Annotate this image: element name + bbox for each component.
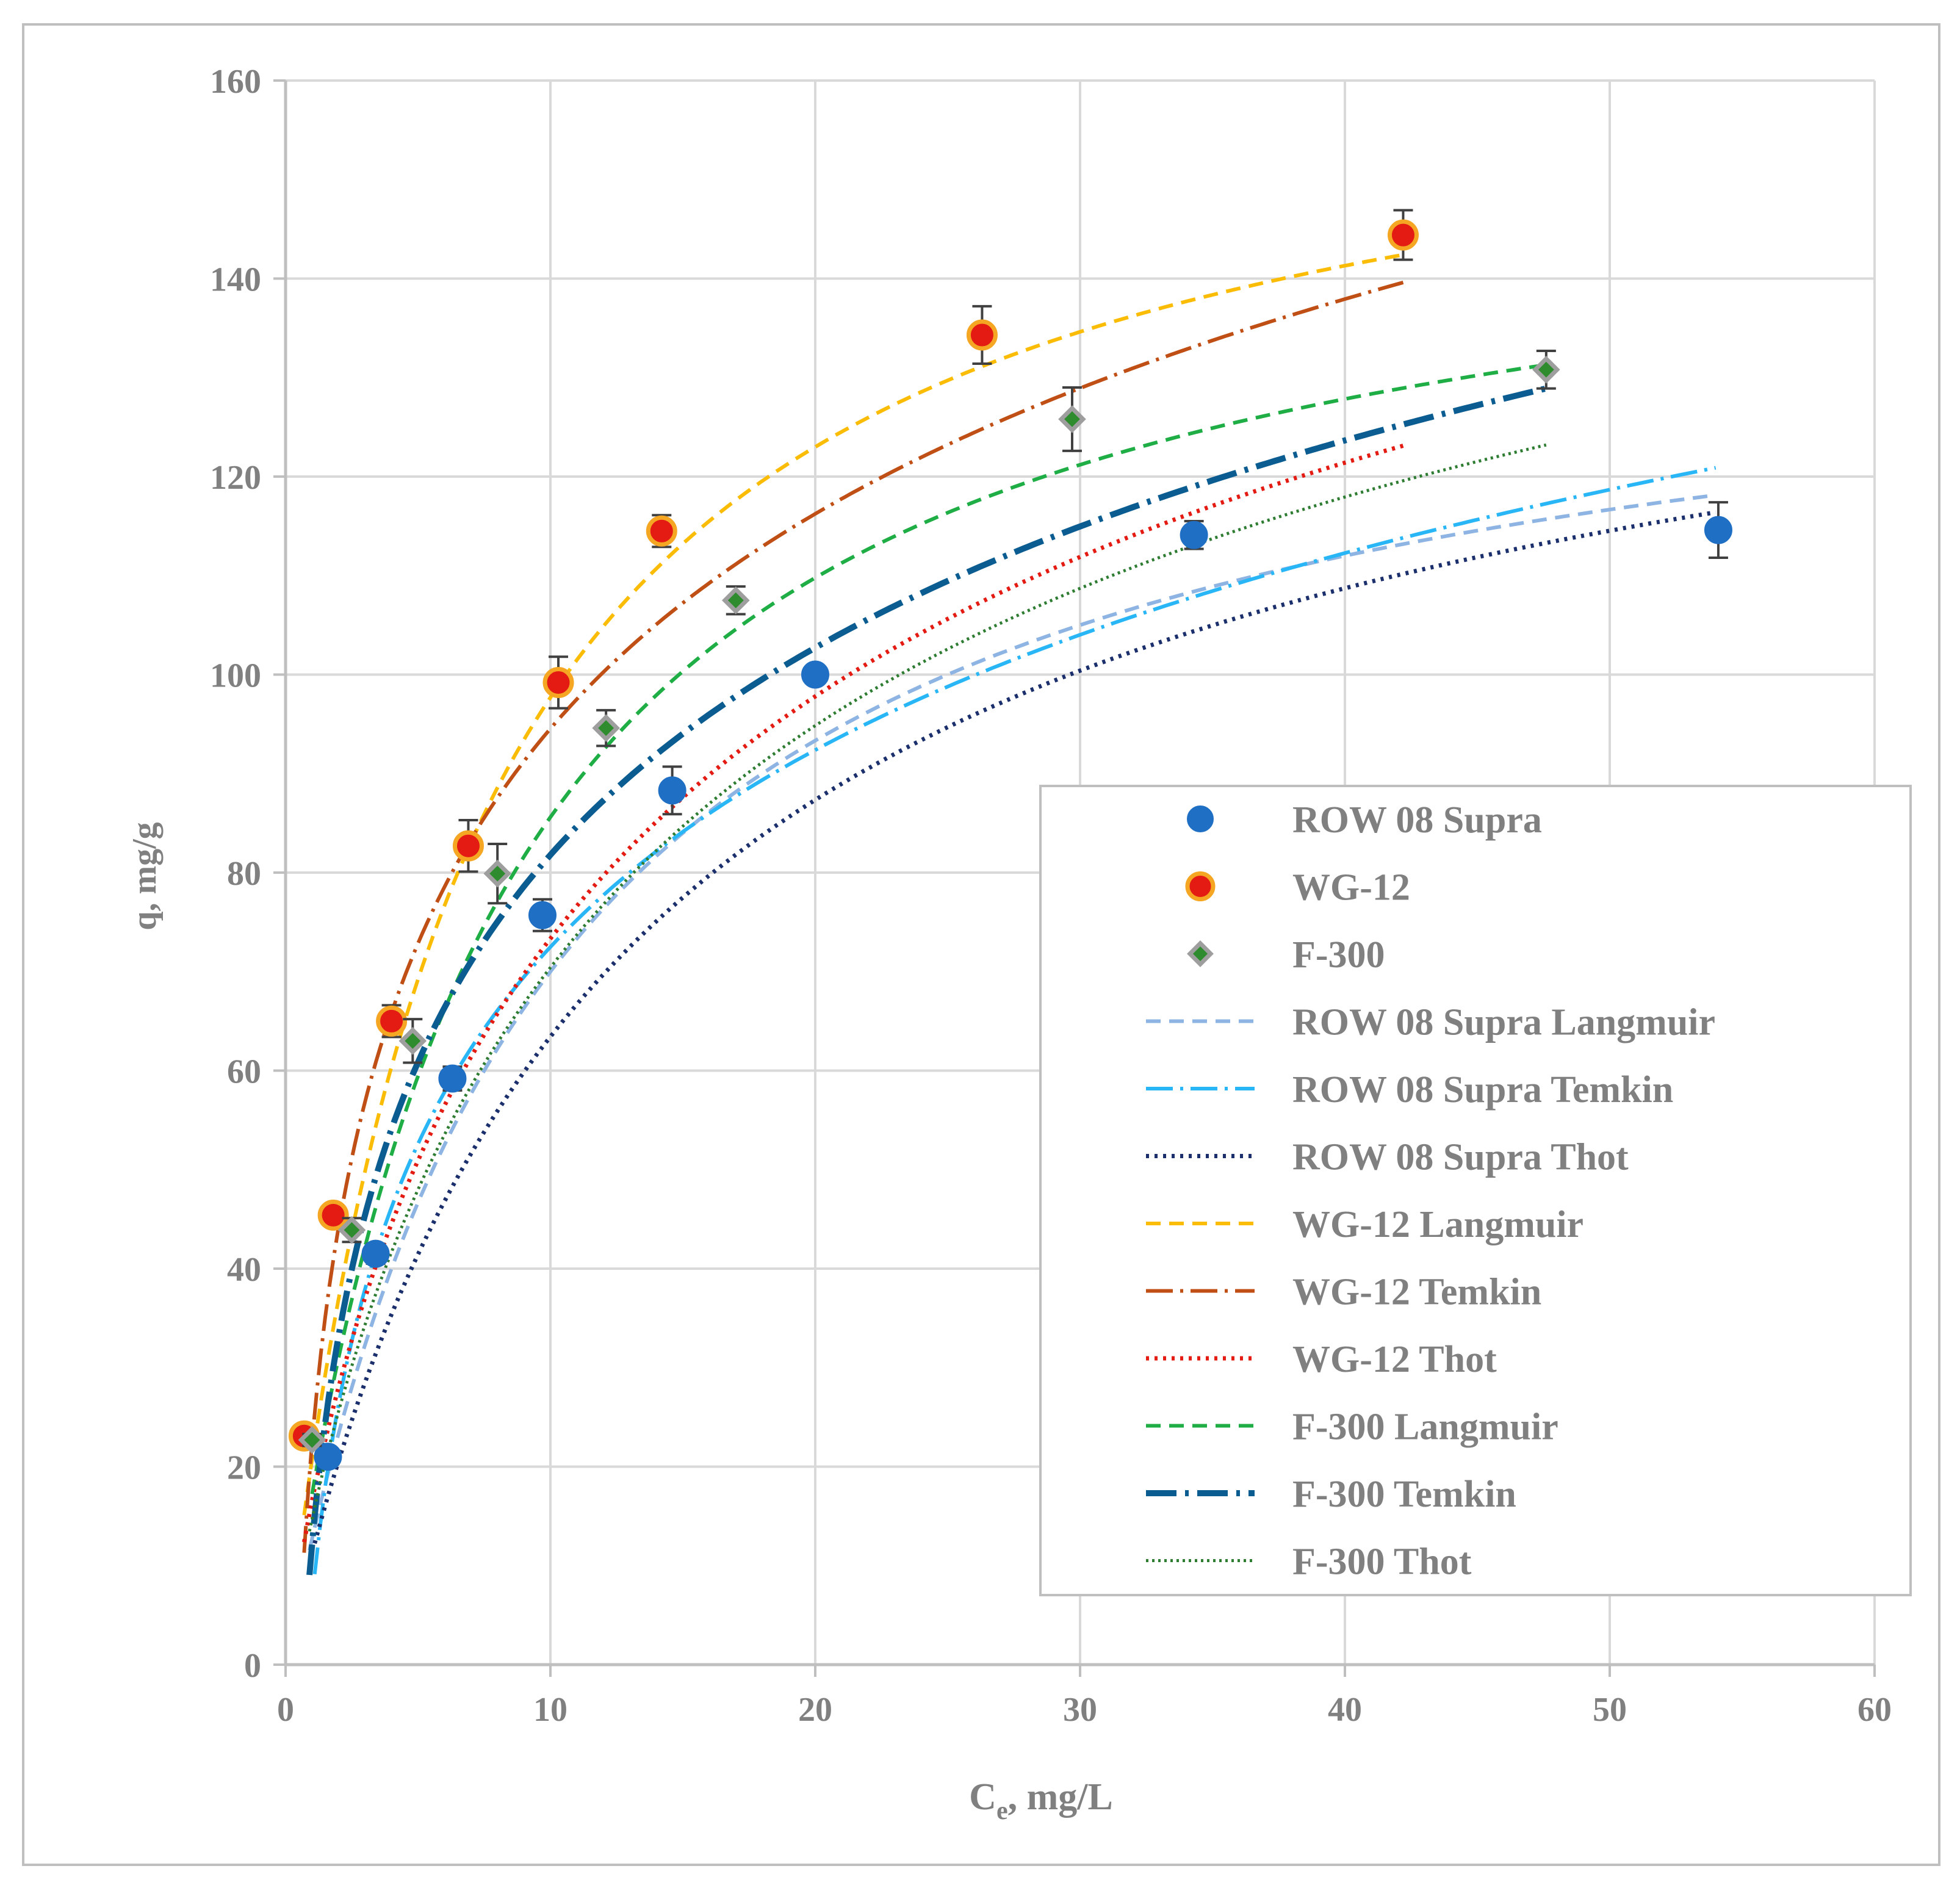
- y-tick-label: 160: [210, 63, 261, 101]
- legend-label: WG-12 Temkin: [1292, 1272, 1541, 1313]
- data-point: [801, 660, 829, 689]
- y-tick-label: 100: [210, 657, 261, 695]
- y-tick-label: 120: [210, 459, 261, 497]
- x-tick-label: 30: [1063, 1691, 1097, 1729]
- legend-label: ROW 08 Supra Thot: [1292, 1137, 1629, 1178]
- data-point: [398, 1027, 427, 1055]
- x-tick-label: 10: [533, 1691, 567, 1729]
- data-point: [483, 859, 511, 888]
- data-point: [317, 1199, 349, 1231]
- y-tick-label: 60: [227, 1053, 261, 1091]
- data-point: [528, 901, 557, 929]
- x-axis-label-main: C: [969, 1776, 996, 1818]
- fit-curve: [301, 444, 1404, 1543]
- legend: ROW 08 Supra WG-12 F-300 ROW 08 Supra Langm…: [1039, 785, 1912, 1596]
- data-point: [438, 1064, 467, 1093]
- y-axis-label: q, mg/g: [126, 822, 164, 930]
- data-point: [658, 776, 686, 805]
- data-point: [1187, 940, 1214, 967]
- legend-label: F-300 Langmuir: [1292, 1407, 1558, 1448]
- data-point: [298, 1425, 326, 1454]
- legend-label: ROW 08 Supra Langmuir: [1292, 1002, 1715, 1043]
- data-point: [1058, 405, 1086, 433]
- fit-curve: [310, 362, 1547, 1494]
- y-tick-label: 40: [227, 1251, 261, 1289]
- data-point: [722, 586, 750, 614]
- legend-label: ROW 08 Supra: [1292, 799, 1542, 841]
- legend-label: F-300: [1292, 934, 1385, 976]
- data-point: [314, 1443, 342, 1471]
- legend-label: WG-12 Thot: [1292, 1339, 1497, 1380]
- fit-curve: [302, 281, 1404, 1553]
- fit-curves: [301, 253, 1717, 1576]
- data-point: [376, 1005, 408, 1037]
- x-tick-label: 50: [1593, 1691, 1627, 1729]
- x-tick-label: 60: [1857, 1691, 1892, 1729]
- fit-curve: [312, 466, 1717, 1575]
- data-point: [1387, 219, 1419, 251]
- legend-label: WG-12 Langmuir: [1292, 1204, 1583, 1245]
- data-point: [1532, 355, 1560, 384]
- data-point: [966, 319, 998, 351]
- legend-label: ROW 08 Supra Temkin: [1292, 1069, 1673, 1111]
- x-tick-label: 0: [277, 1691, 294, 1729]
- data-point: [1704, 516, 1732, 544]
- data-point: [646, 515, 677, 547]
- legend-label: F-300 Temkin: [1292, 1474, 1516, 1515]
- tick-labels: 0 20 40 60 80 100 120 140 160 0 10 20 30 40 50 60: [210, 63, 1892, 1729]
- legend-label: WG-12: [1292, 867, 1410, 909]
- data-point: [542, 666, 574, 698]
- data-point: [1180, 521, 1208, 549]
- fit-curve: [306, 385, 1547, 1576]
- x-axis-label: Ce, mg/L: [969, 1776, 1113, 1825]
- x-axis-label-subscript: e: [996, 1797, 1008, 1825]
- y-tick-label: 20: [227, 1449, 261, 1487]
- data-point: [1187, 805, 1214, 832]
- axes: [273, 79, 1876, 1677]
- data-point: [452, 830, 484, 862]
- y-tick-label: 80: [227, 855, 261, 893]
- legend-label: F-300 Thot: [1292, 1541, 1472, 1583]
- fit-curve: [312, 510, 1717, 1544]
- legend-box: [1039, 785, 1912, 1596]
- data-point: [361, 1239, 390, 1268]
- data-points: [288, 209, 1732, 1471]
- y-tick-label: 140: [210, 261, 261, 299]
- y-tick-label: 0: [244, 1647, 261, 1685]
- x-axis-label-units: , mg/L: [1008, 1776, 1113, 1818]
- x-tick-label: 40: [1328, 1691, 1362, 1729]
- data-point: [1185, 871, 1216, 901]
- data-point: [592, 714, 620, 742]
- x-tick-label: 20: [798, 1691, 832, 1729]
- data-point: [337, 1216, 366, 1244]
